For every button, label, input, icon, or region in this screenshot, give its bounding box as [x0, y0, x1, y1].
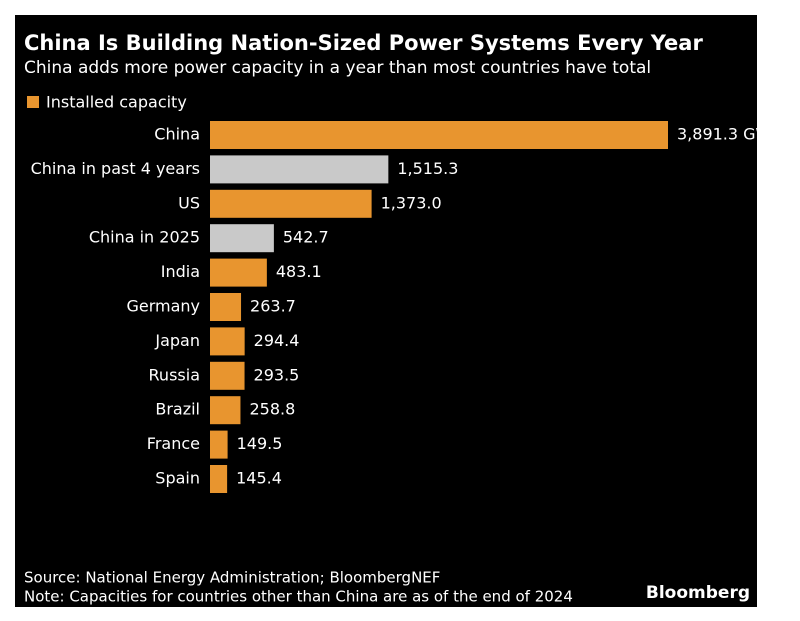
value-label: 145.4 — [236, 469, 282, 488]
bar — [210, 430, 228, 459]
bar — [210, 258, 267, 287]
chart-subtitle: China adds more power capacity in a year… — [24, 58, 651, 78]
value-label: 3,891.3 GW — [677, 125, 772, 144]
source: Source: National Energy Administration; … — [24, 569, 440, 587]
bar — [210, 155, 389, 184]
y-tick-label: China — [154, 125, 200, 144]
chart-title: China Is Building Nation-Sized Power Sys… — [24, 31, 703, 55]
legend-label: Installed capacity — [46, 93, 187, 112]
value-label: 542.7 — [283, 228, 329, 247]
value-label: 149.5 — [237, 434, 283, 453]
value-label: 294.4 — [254, 331, 300, 350]
y-tick-label: Japan — [154, 331, 200, 350]
legend-swatch — [27, 96, 39, 108]
value-label: 483.1 — [276, 262, 322, 281]
brand: Bloomberg — [646, 583, 750, 603]
bar — [210, 396, 241, 425]
y-tick-label: Germany — [126, 297, 200, 316]
y-tick-label: US — [178, 193, 200, 212]
y-tick-label: France — [147, 434, 200, 453]
bar — [210, 361, 245, 390]
y-tick-label: India — [161, 262, 200, 281]
y-tick-label: China in 2025 — [89, 228, 200, 247]
y-tick-label: China in past 4 years — [31, 159, 200, 178]
bar — [210, 224, 274, 253]
value-label: 1,373.0 — [381, 193, 442, 212]
y-tick-label: Brazil — [155, 400, 200, 419]
bar — [210, 189, 372, 218]
note: Note: Capacities for countries other tha… — [24, 588, 573, 606]
bar — [210, 465, 228, 493]
value-label: 263.7 — [250, 297, 296, 316]
y-tick-label: Spain — [155, 469, 200, 488]
bar — [210, 293, 242, 321]
bar — [210, 327, 245, 356]
plot: China Is Building Nation-Sized Power Sys… — [24, 31, 772, 606]
y-tick-label: Russia — [149, 365, 200, 384]
bar — [210, 121, 668, 149]
value-label: 258.8 — [249, 400, 295, 419]
value-label: 1,515.3 — [397, 159, 458, 178]
value-label: 293.5 — [254, 365, 300, 384]
panel — [15, 15, 757, 607]
